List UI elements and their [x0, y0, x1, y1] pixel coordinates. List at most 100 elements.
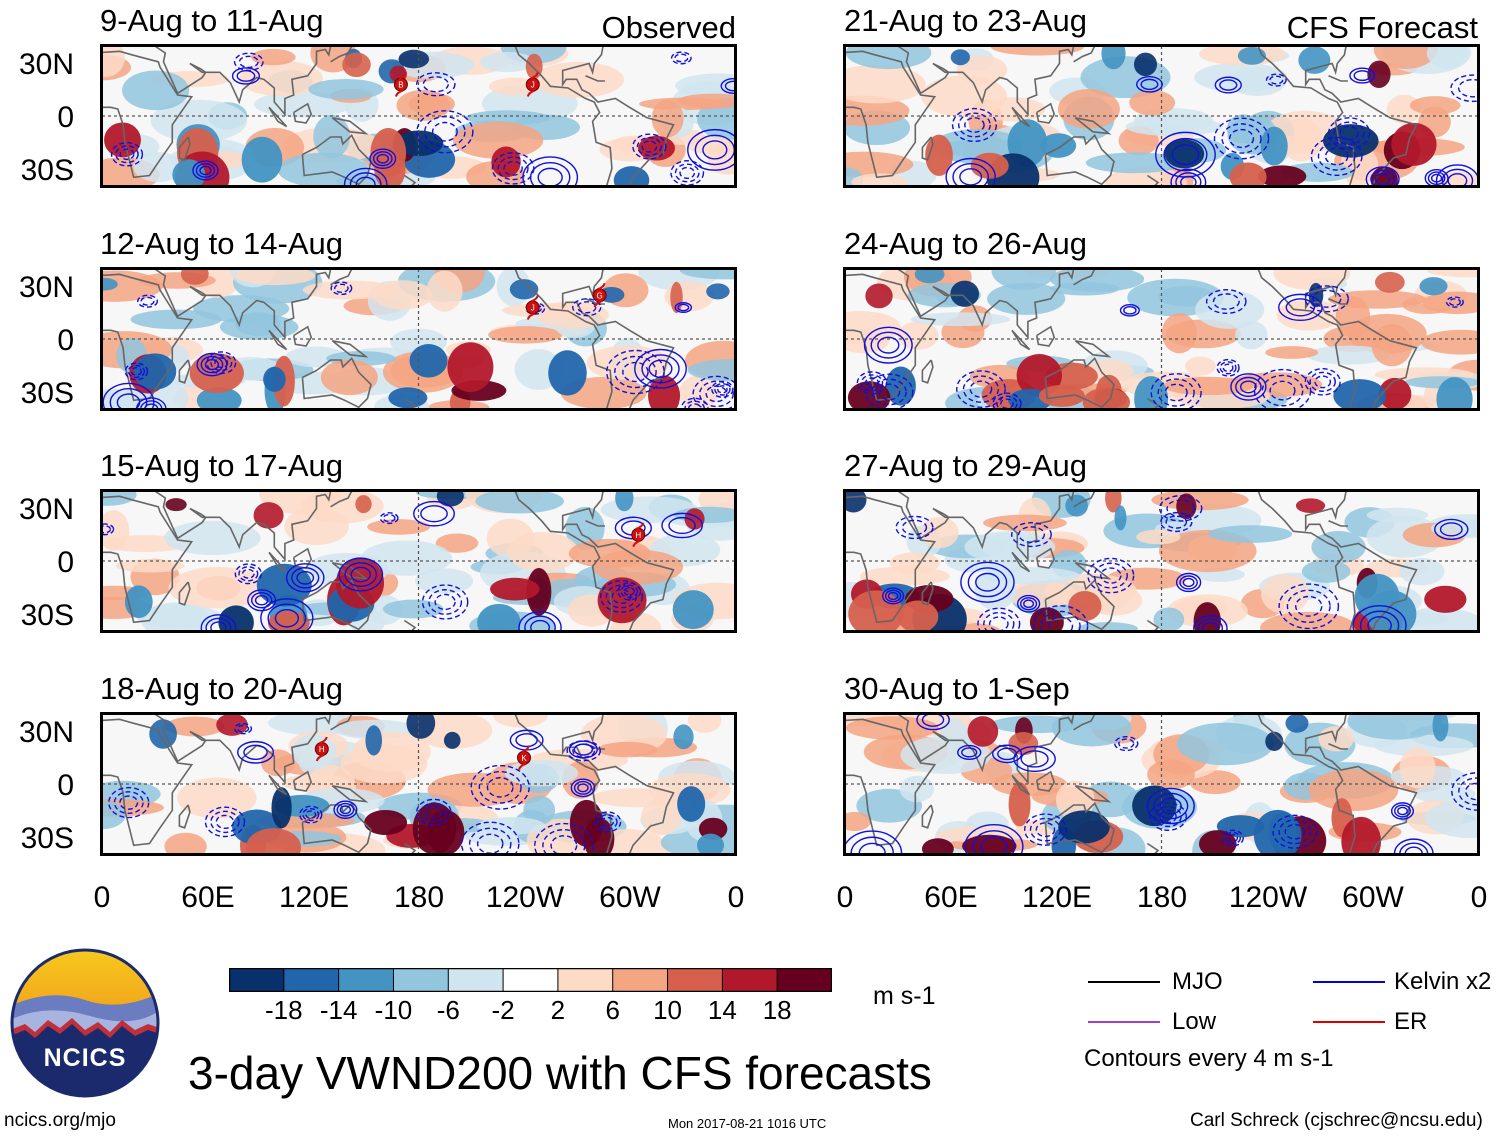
colorbar-swatches	[228, 967, 834, 993]
legend-label-low: Low	[1172, 1008, 1217, 1035]
lon-label-right-120w: 120W	[1228, 881, 1308, 914]
panel-title-fc-2: 24-Aug to 26-Aug	[844, 226, 1088, 261]
legend-line-low	[1088, 1021, 1160, 1023]
panel-title-fc-4: 30-Aug to 1-Sep	[844, 671, 1070, 706]
panel-title-obs-1: 9-Aug to 11-Aug	[100, 3, 324, 38]
tropical-cyclone-icon: J	[525, 72, 540, 97]
lat-label-eq-4: 0	[57, 769, 74, 802]
legend-label-er: ER	[1394, 1008, 1428, 1035]
colorbar-swatch	[338, 967, 395, 993]
legend-note: Contours every 4 m s-1	[1084, 1045, 1334, 1072]
lon-label-right-0: 0	[836, 881, 854, 914]
tropical-cyclone-icon: K	[517, 745, 531, 771]
panel-title-obs-3: 15-Aug to 17-Aug	[100, 448, 344, 483]
ncics-logo: NCICS	[10, 948, 160, 1098]
colorbar-swatch	[392, 967, 450, 993]
storm-letter: H	[635, 531, 641, 540]
panel-title-obs-2: 12-Aug to 14-Aug	[100, 226, 344, 261]
footer-credit: Carl Schreck (cjschrec@ncsu.edu)	[1190, 1110, 1483, 1131]
main-title: 3-day VWND200 with CFS forecasts	[188, 1047, 932, 1099]
lon-label-left-120w: 120W	[485, 881, 565, 914]
colorbar-swatch	[447, 967, 505, 993]
lat-label-30s-2: 30S	[20, 377, 74, 410]
map-panel-fc-3	[843, 489, 1480, 633]
colorbar-swatch	[667, 967, 724, 993]
colorbar-tick-label: 10	[653, 995, 682, 1025]
lat-label-eq-1: 0	[57, 101, 74, 134]
lon-label-right-180: 180	[1136, 881, 1188, 914]
colorbar-tick-label: -18	[265, 995, 303, 1025]
storm-letter: G	[596, 291, 602, 300]
lat-label-30s-3: 30S	[20, 599, 74, 632]
lon-label-right-60e: 60E	[924, 881, 978, 914]
lon-label-right-120e: 120E	[1021, 881, 1093, 914]
tropical-cyclone-icon: H	[314, 736, 329, 762]
footer-timestamp: Mon 2017-08-21 1016 UTC	[668, 1116, 827, 1131]
legend-label-kelvin: Kelvin x2	[1394, 968, 1492, 995]
storm-letter: J	[531, 304, 535, 313]
tropical-cyclone-icon: J	[525, 295, 540, 320]
lon-label-left-60w: 60W	[599, 881, 661, 914]
lat-label-30n-1: 30N	[18, 48, 74, 81]
lat-label-30s-1: 30S	[20, 154, 74, 187]
lat-label-30s-4: 30S	[20, 822, 74, 855]
lat-label-30n-2: 30N	[18, 271, 74, 304]
legend-label-mjo: MJO	[1172, 968, 1223, 995]
colorbar-swatch	[721, 967, 779, 993]
map-canvas-fc-3	[845, 491, 1478, 631]
map-panel-fc-2	[843, 267, 1480, 411]
colorbar-tick-label: 6	[605, 995, 620, 1025]
colorbar-units: m s-1	[873, 982, 936, 1010]
colorbar-swatch	[283, 967, 340, 993]
colorbar-swatch	[502, 967, 559, 993]
panel-title-fc-1: 21-Aug to 23-Aug	[844, 3, 1088, 38]
logo-text: NCICS	[43, 1044, 127, 1072]
colorbar-tick-label: -10	[374, 995, 413, 1025]
lon-label-left-60e: 60E	[181, 881, 235, 914]
footer-url[interactable]: ncics.org/mjo	[4, 1110, 116, 1131]
lat-label-eq-3: 0	[57, 546, 74, 579]
lat-label-30n-3: 30N	[18, 493, 74, 526]
tropical-cyclone-icon: H	[631, 522, 646, 548]
map-panel-fc-1	[843, 44, 1480, 188]
map-canvas-fc-4	[845, 714, 1478, 854]
colorbar-tick-label: -14	[319, 995, 358, 1025]
lon-label-left-120e: 120E	[278, 881, 350, 914]
legend-line-er	[1313, 1021, 1385, 1023]
colorbar-swatch	[776, 967, 834, 993]
storm-letter: K	[521, 754, 527, 763]
colorbar-swatch	[612, 967, 669, 993]
map-panel-obs-3: H	[100, 489, 737, 633]
colorbar-tick-label: 14	[707, 995, 737, 1025]
map-canvas-obs-4: HK	[102, 714, 735, 854]
storm-letter: B	[398, 81, 403, 90]
observed-tag: Observed	[601, 10, 736, 45]
map-canvas-obs-2: JG	[102, 269, 735, 409]
ncics-logo-icon	[10, 948, 160, 1098]
colorbar-tick-labels: -18 -14 -10 -6 -2 2 6 10 14 18	[229, 997, 832, 1027]
map-canvas-fc-1	[845, 46, 1478, 186]
colorbar-tick-label: -6	[436, 995, 460, 1025]
panel-title-fc-3: 27-Aug to 29-Aug	[844, 448, 1088, 483]
tropical-cyclone-icon: B	[393, 72, 408, 97]
colorbar	[228, 967, 834, 993]
panel-title-obs-4: 18-Aug to 20-Aug	[100, 671, 344, 706]
map-canvas-obs-3: H	[102, 491, 735, 631]
lon-label-right-360: 0	[1470, 881, 1488, 914]
storm-letter: J	[531, 81, 535, 90]
lon-label-left-0: 0	[93, 881, 111, 914]
storm-letter: H	[319, 745, 325, 754]
lon-label-left-360: 0	[727, 881, 745, 914]
tropical-cyclone-icon: G	[592, 282, 607, 308]
colorbar-tick-label: 2	[550, 995, 566, 1025]
colorbar-swatch	[228, 967, 285, 993]
colorbar-tick-label: -2	[491, 995, 515, 1025]
map-panel-fc-4	[843, 712, 1480, 856]
lon-label-right-60w: 60W	[1342, 881, 1404, 914]
lat-label-eq-2: 0	[57, 324, 74, 357]
map-canvas-fc-2	[845, 269, 1478, 409]
